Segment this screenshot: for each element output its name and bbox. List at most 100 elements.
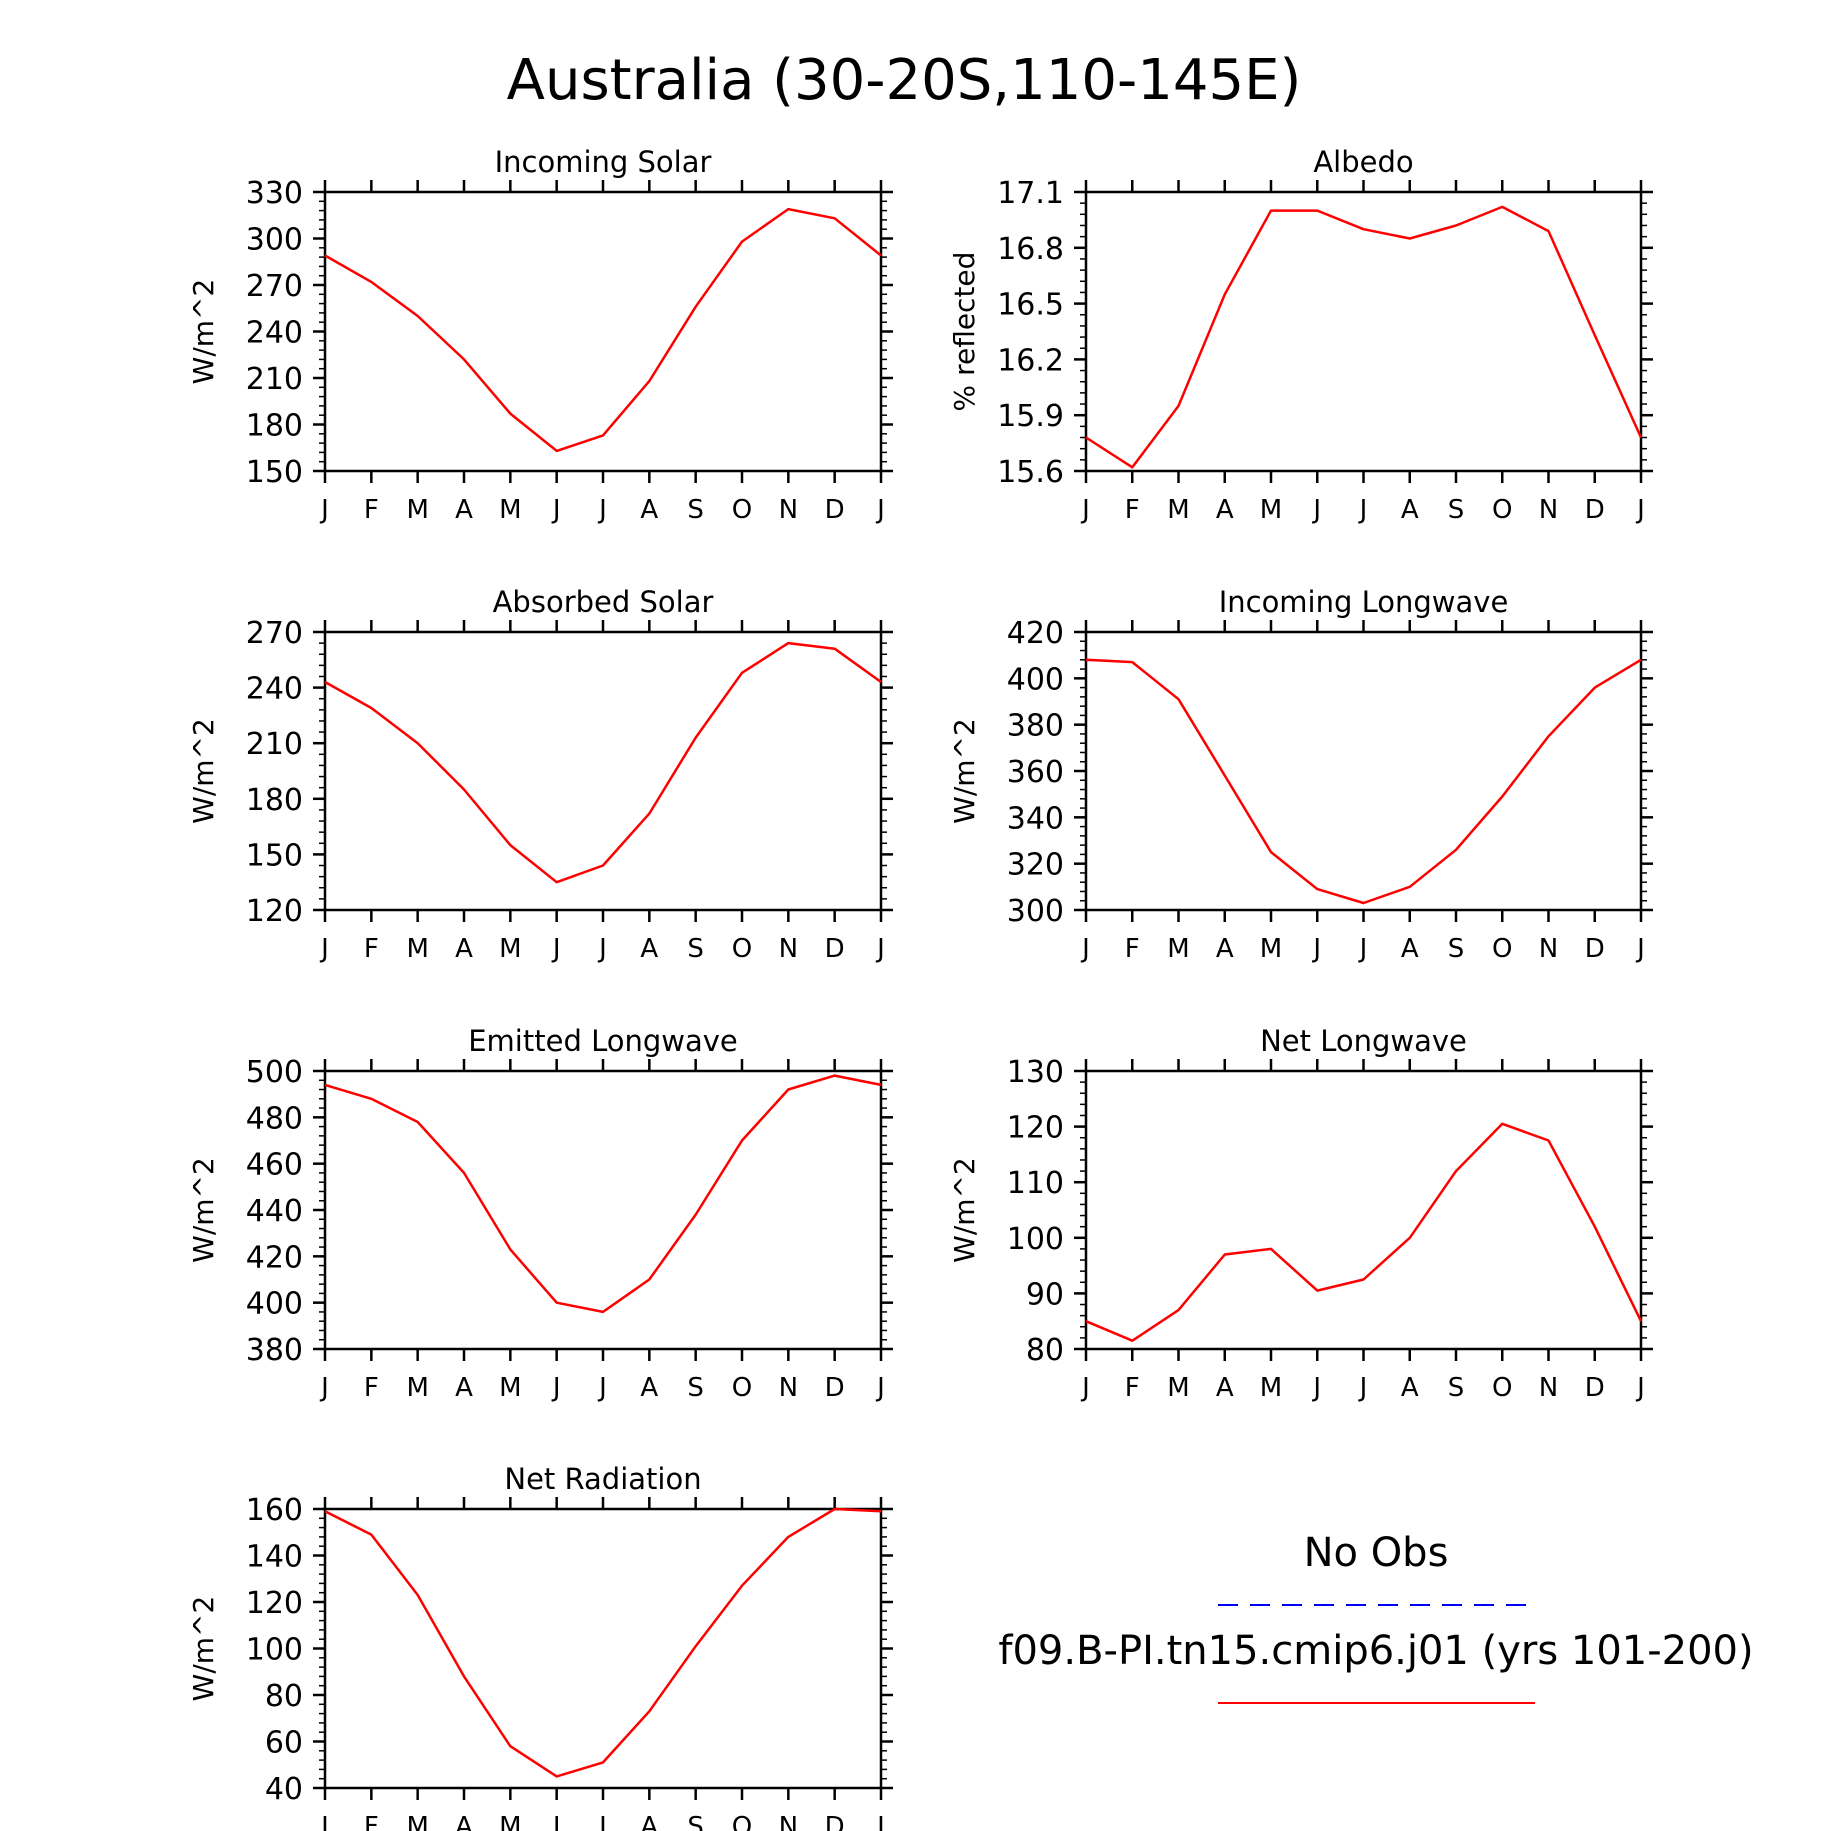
x-tick-label: A xyxy=(1216,934,1234,964)
y-tick-label: 420 xyxy=(1007,616,1064,651)
x-tick-label: S xyxy=(1448,495,1465,525)
x-tick-label: J xyxy=(1311,934,1321,964)
series-line xyxy=(324,1507,882,1778)
x-tick-label: J xyxy=(1080,1373,1090,1403)
x-tick-label: J xyxy=(319,934,329,964)
x-tick-label: D xyxy=(1585,934,1605,964)
x-tick-label: J xyxy=(1635,495,1645,525)
x-tick-label: J xyxy=(1635,1373,1645,1403)
x-tick-label: M xyxy=(406,495,428,525)
series-line xyxy=(1085,1122,1643,1342)
y-tick-label: 16.5 xyxy=(997,288,1064,323)
x-tick-label: J xyxy=(597,934,607,964)
x-tick-label: J xyxy=(875,934,885,964)
x-tick-label: J xyxy=(319,495,329,525)
x-tick-label: M xyxy=(1260,495,1282,525)
y-tick-label: 270 xyxy=(246,269,303,304)
y-tick-label: 40 xyxy=(265,1772,303,1807)
y-axis-label: W/m^2 xyxy=(948,1157,981,1263)
x-tick-label: A xyxy=(640,1812,658,1831)
x-tick-label: N xyxy=(1539,1373,1558,1403)
x-tick-label: S xyxy=(687,495,704,525)
y-axis-label: W/m^2 xyxy=(187,718,220,824)
y-tick-label: 340 xyxy=(1007,801,1064,836)
x-tick-label: M xyxy=(406,934,428,964)
y-tick-label: 330 xyxy=(246,176,303,211)
x-tick-label: N xyxy=(779,934,798,964)
y-tick-label: 180 xyxy=(246,783,303,818)
legend-model-label: f09.B-PI.tn15.cmip6.j01 (yrs 101-200) xyxy=(998,1628,1753,1674)
panel-title: Emitted Longwave xyxy=(468,1024,738,1058)
series-line xyxy=(1085,205,1643,469)
x-tick-label: J xyxy=(875,495,885,525)
x-tick-label: D xyxy=(1585,495,1605,525)
y-tick-label: 15.9 xyxy=(997,399,1064,434)
y-axis-label: W/m^2 xyxy=(187,279,220,385)
x-tick-label: J xyxy=(1080,495,1090,525)
y-tick-label: 500 xyxy=(246,1055,303,1090)
x-tick-label: F xyxy=(364,934,379,964)
page-title: Australia (30-20S,110-145E) xyxy=(507,48,1302,113)
x-tick-label: O xyxy=(732,1373,752,1403)
x-tick-label: F xyxy=(364,1812,379,1831)
y-tick-label: 380 xyxy=(1007,709,1064,744)
x-tick-label: J xyxy=(1311,1373,1321,1403)
y-axis-label: W/m^2 xyxy=(948,718,981,824)
x-tick-label: M xyxy=(1260,934,1282,964)
x-tick-label: O xyxy=(732,1812,752,1831)
x-tick-label: N xyxy=(1539,934,1558,964)
plot-frame xyxy=(1084,190,1643,473)
y-tick-label: 180 xyxy=(246,409,303,444)
y-tick-label: 140 xyxy=(246,1540,303,1575)
y-tick-label: 80 xyxy=(1026,1333,1064,1368)
x-tick-label: J xyxy=(551,1812,561,1831)
y-tick-label: 80 xyxy=(265,1679,303,1714)
x-tick-label: J xyxy=(551,1373,561,1403)
y-tick-label: 300 xyxy=(246,223,303,258)
y-tick-label: 150 xyxy=(246,838,303,873)
x-tick-label: F xyxy=(1125,1373,1140,1403)
y-tick-label: 15.6 xyxy=(997,455,1064,490)
x-tick-label: A xyxy=(1216,1373,1234,1403)
x-tick-label: M xyxy=(1260,1373,1282,1403)
x-tick-label: J xyxy=(1358,495,1368,525)
series-line xyxy=(324,207,882,453)
y-tick-label: 400 xyxy=(1007,662,1064,697)
x-tick-label: J xyxy=(597,495,607,525)
series-line xyxy=(324,641,882,884)
legend: No Obs f09.B-PI.tn15.cmip6.j01 (yrs 101-… xyxy=(998,1530,1754,1704)
y-tick-label: 240 xyxy=(246,672,303,707)
plot-frame xyxy=(323,630,883,912)
x-tick-label: A xyxy=(455,934,473,964)
y-tick-label: 120 xyxy=(246,894,303,929)
x-tick-label: D xyxy=(825,1373,845,1403)
x-tick-label: J xyxy=(597,1373,607,1403)
y-tick-label: 110 xyxy=(1007,1166,1064,1201)
panel-absorbed-solar: J F M A M J J A S O N D J120150180210240270Absorbed … xyxy=(187,585,893,964)
y-tick-label: 210 xyxy=(246,727,303,762)
y-tick-label: 440 xyxy=(246,1194,303,1229)
x-tick-label: S xyxy=(687,934,704,964)
x-tick-label: M xyxy=(1167,495,1189,525)
y-tick-label: 130 xyxy=(1007,1055,1064,1090)
panel-incoming-longwave: J F M A M J J A S O N D J300320340360380400420Incomi… xyxy=(948,585,1653,964)
x-tick-label: A xyxy=(1401,934,1419,964)
legend-obs-label: No Obs xyxy=(1304,1530,1449,1576)
y-tick-label: 480 xyxy=(246,1101,303,1136)
y-tick-label: 400 xyxy=(246,1287,303,1322)
x-tick-label: J xyxy=(597,1812,607,1831)
x-tick-label: J xyxy=(319,1373,329,1403)
x-tick-label: M xyxy=(499,1812,521,1831)
x-tick-label: M xyxy=(1167,934,1189,964)
x-tick-label: J xyxy=(875,1812,885,1831)
x-tick-label: O xyxy=(1492,1373,1512,1403)
x-tick-label: F xyxy=(1125,934,1140,964)
x-tick-label: N xyxy=(779,495,798,525)
x-tick-label: J xyxy=(1635,934,1645,964)
x-tick-label: F xyxy=(1125,495,1140,525)
x-tick-label: O xyxy=(732,495,752,525)
x-tick-label: J xyxy=(1358,934,1368,964)
x-tick-label: A xyxy=(455,1812,473,1831)
x-tick-label: J xyxy=(875,1373,885,1403)
